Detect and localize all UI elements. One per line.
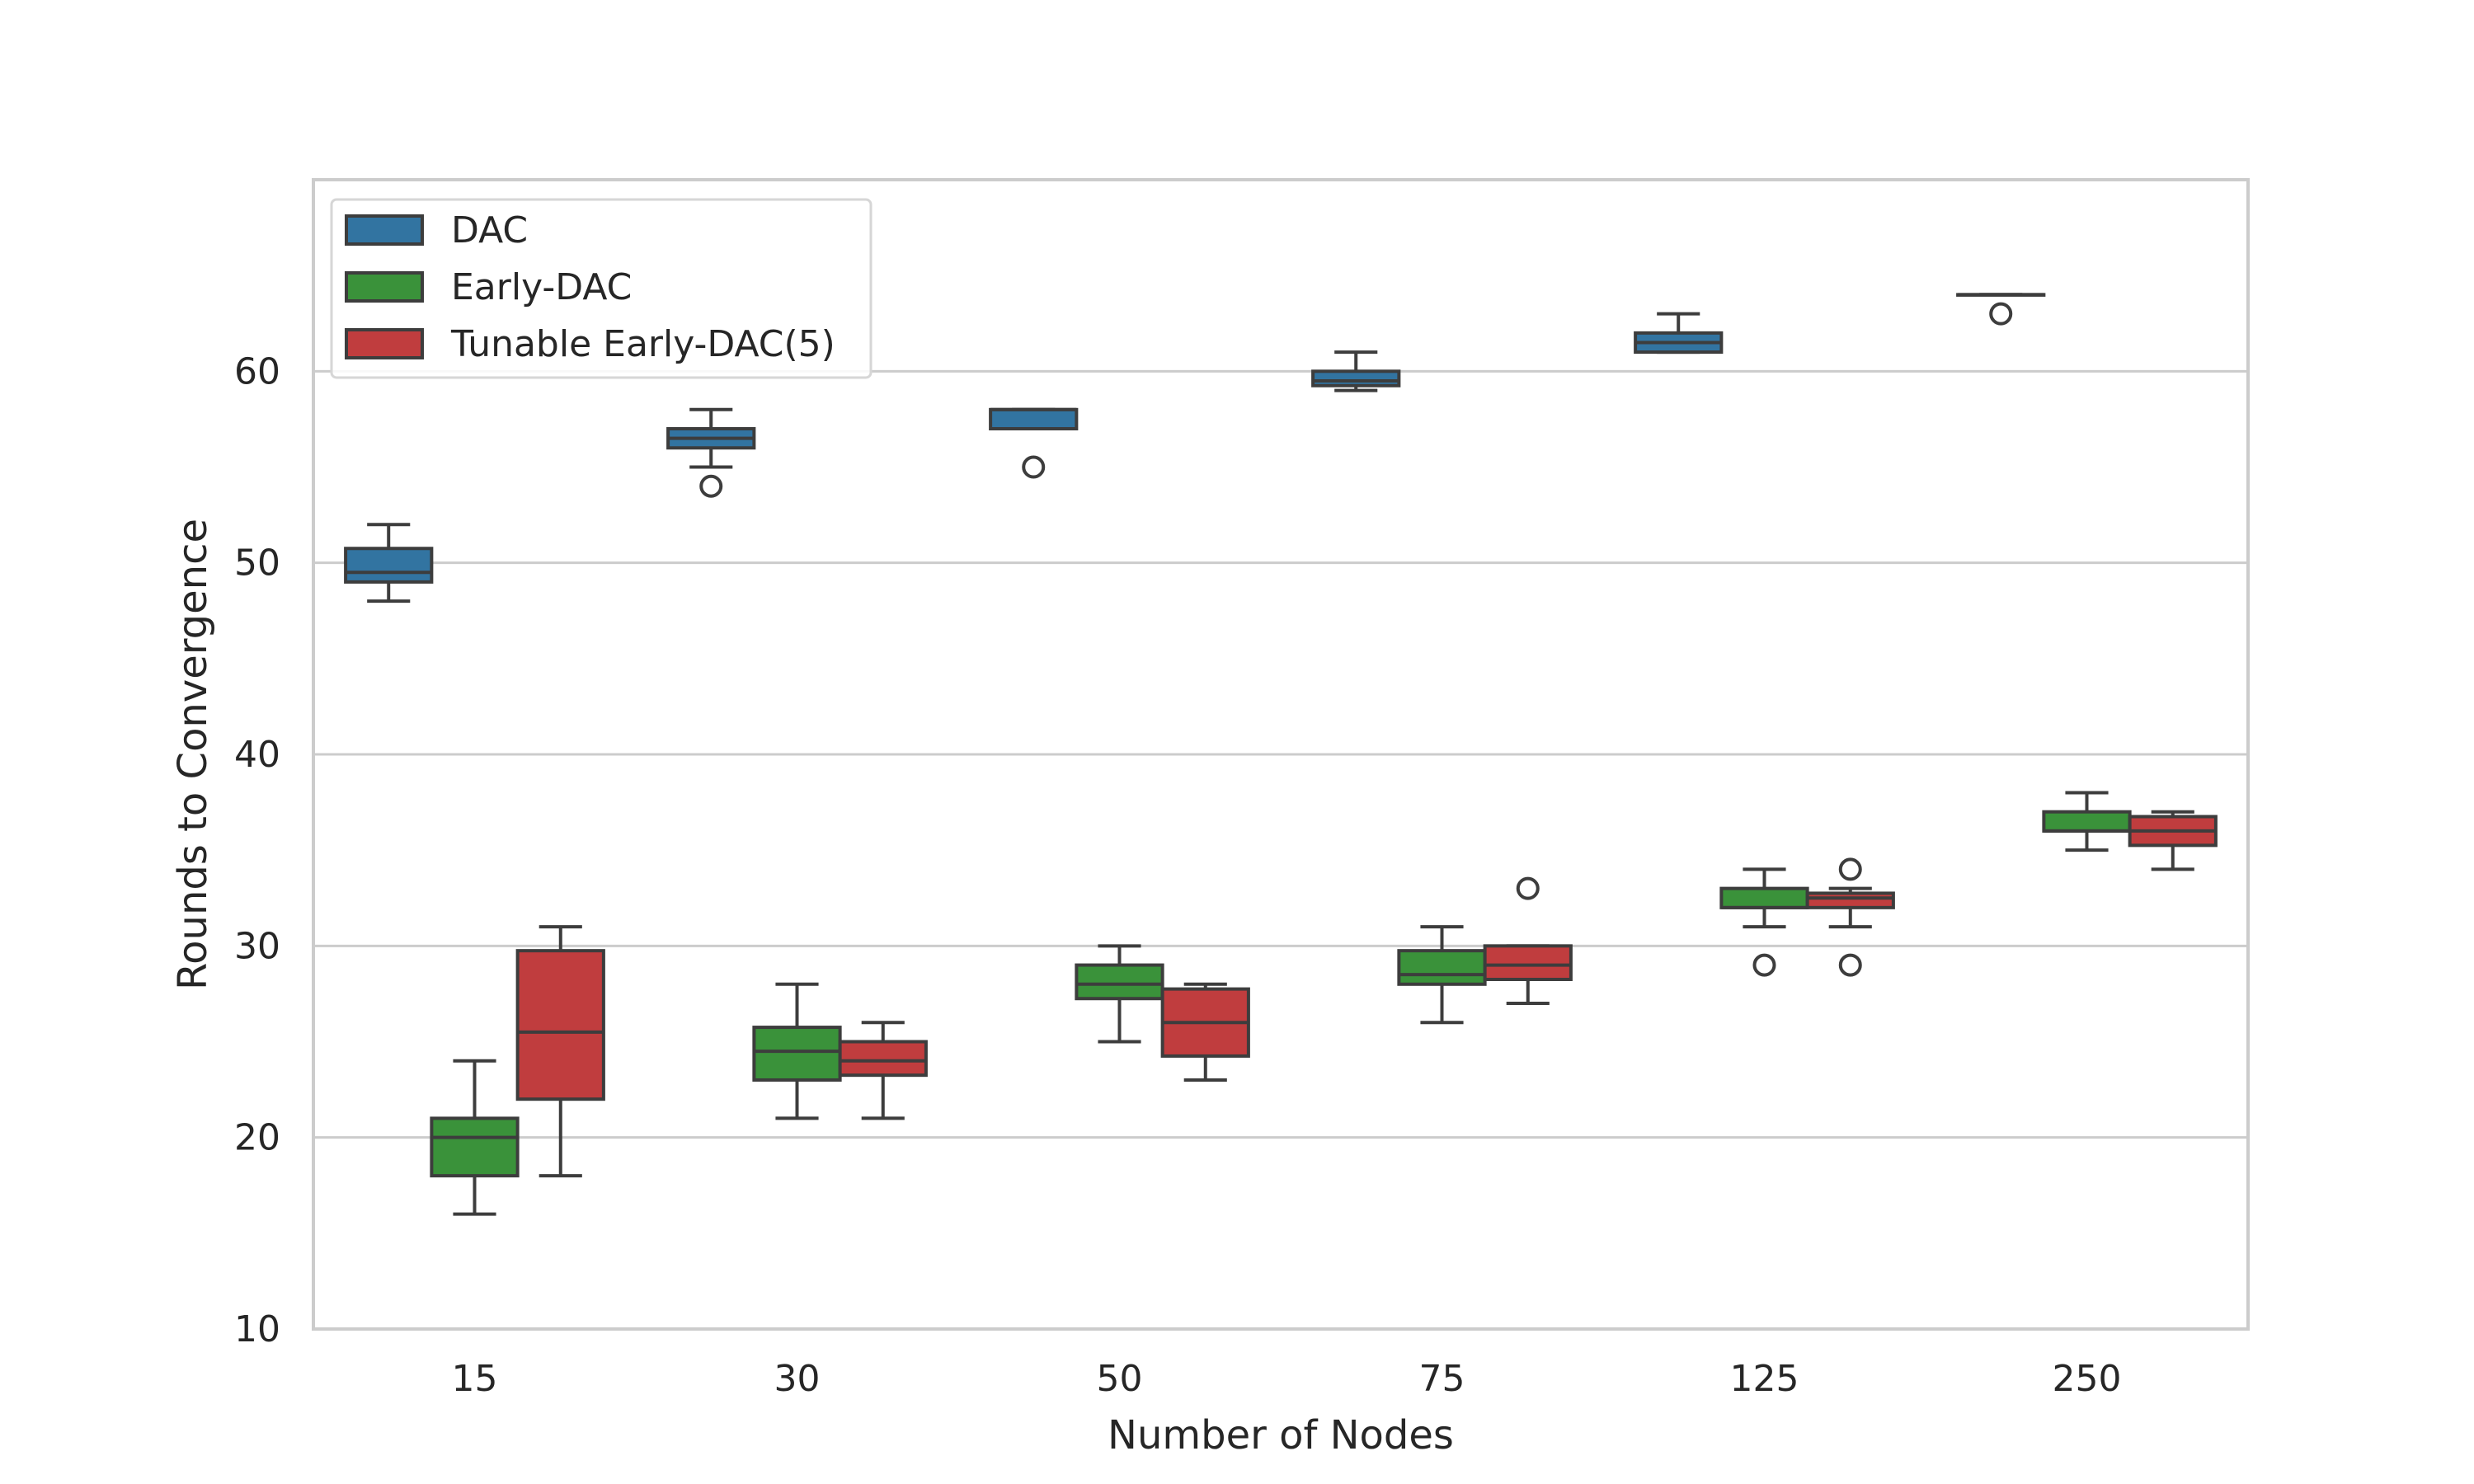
box-iqr xyxy=(1397,949,1487,986)
legend-box xyxy=(330,198,872,379)
legend-label: Tunable Early-DAC(5) xyxy=(450,323,835,365)
x-tick-label: 75 xyxy=(1419,1358,1465,1400)
box-30 xyxy=(838,1021,928,1120)
box-125 xyxy=(1719,867,1809,977)
outlier-point xyxy=(1838,857,1862,881)
outlier-point xyxy=(1516,876,1540,900)
box-iqr xyxy=(515,949,605,1101)
outlier-point xyxy=(1022,455,1046,479)
box-iqr xyxy=(2042,810,2132,833)
y-axis-label: Rounds to Convergence xyxy=(170,519,216,990)
outlier-point xyxy=(1752,953,1776,977)
y-tick-label: 60 xyxy=(234,350,280,392)
box-250 xyxy=(2128,810,2218,871)
x-axis-label: Number of Nodes xyxy=(1108,1412,1454,1458)
box-75 xyxy=(1311,350,1401,392)
outlier-point xyxy=(1838,953,1862,977)
box-iqr xyxy=(1719,886,1809,909)
box-50 xyxy=(1075,944,1164,1044)
y-tick-label: 20 xyxy=(234,1117,280,1159)
box-75 xyxy=(1483,876,1573,1006)
legend-label: DAC xyxy=(451,209,528,251)
box-30 xyxy=(752,982,842,1120)
legend-swatch xyxy=(345,271,424,303)
outlier-point xyxy=(1989,302,2013,326)
legend: DAC Early-DAC Tunable Early-DAC(5) xyxy=(330,198,872,379)
x-tick-label: 50 xyxy=(1097,1358,1143,1400)
box-15 xyxy=(430,1059,520,1216)
box-iqr xyxy=(1075,963,1164,1001)
box-iqr xyxy=(1483,944,1573,981)
box-125 xyxy=(1805,857,1895,977)
box-30 xyxy=(666,407,756,498)
box-15 xyxy=(515,925,605,1178)
box-50 xyxy=(1160,982,1250,1082)
box-iqr xyxy=(752,1026,842,1082)
legend-item: Early-DAC xyxy=(345,266,632,308)
y-tick-label: 40 xyxy=(234,734,280,776)
box-15 xyxy=(344,523,434,603)
y-tick-label: 50 xyxy=(234,542,280,585)
x-tick-label: 125 xyxy=(1730,1358,1799,1400)
legend-swatch xyxy=(345,328,424,359)
legend-label: Early-DAC xyxy=(451,266,632,308)
box-iqr xyxy=(1805,891,1895,909)
x-tick-label: 250 xyxy=(2053,1358,2122,1400)
box-125 xyxy=(1634,312,1724,355)
series-dac xyxy=(344,293,2046,603)
box-250 xyxy=(1956,293,2046,326)
y-tick-label: 30 xyxy=(234,925,280,967)
box-iqr xyxy=(1311,369,1401,387)
outlier-point xyxy=(699,474,723,498)
box-iqr xyxy=(344,547,434,584)
plot-frame xyxy=(312,178,2250,1331)
series-tunable-early-dac-5- xyxy=(515,810,2218,1178)
box-50 xyxy=(989,407,1079,479)
legend-swatch xyxy=(345,214,424,246)
y-tick-label: 10 xyxy=(234,1308,280,1350)
box-iqr xyxy=(838,1040,928,1078)
x-tick-labels: 15 30 50 75 125 250 xyxy=(452,1358,2122,1400)
box-series xyxy=(344,293,2218,1216)
box-75 xyxy=(1397,925,1487,1025)
x-tick-label: 30 xyxy=(774,1358,821,1400)
legend-item: DAC xyxy=(345,209,528,251)
series-early-dac xyxy=(430,791,2132,1216)
legend-item: Tunable Early-DAC(5) xyxy=(345,323,835,365)
box-iqr xyxy=(989,407,1079,431)
y-tick-labels: 10 20 30 40 50 60 xyxy=(234,350,280,1350)
x-tick-label: 15 xyxy=(452,1358,498,1400)
box-iqr xyxy=(430,1116,520,1178)
